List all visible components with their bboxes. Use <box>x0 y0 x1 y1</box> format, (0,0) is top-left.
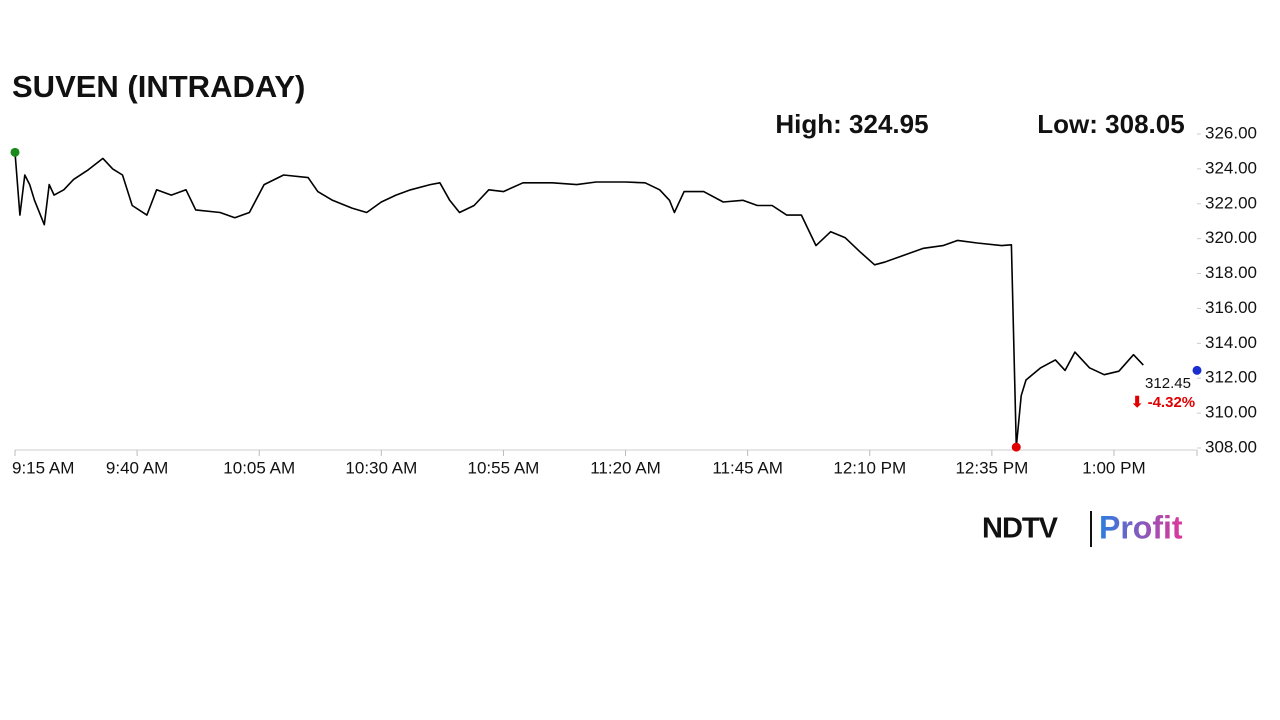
brand-left: NDTV <box>982 513 1059 545</box>
x-tick-label: 10:05 AM <box>223 458 295 477</box>
y-tick-label: 320.00 <box>1205 228 1257 247</box>
x-tick-label: 12:10 PM <box>833 458 906 477</box>
x-tick-label: 12:35 PM <box>955 458 1028 477</box>
y-tick-label: 314.00 <box>1205 333 1257 352</box>
y-tick-label: 326.00 <box>1205 123 1257 142</box>
x-tick-label: 1:00 PM <box>1082 458 1145 477</box>
x-tick-label: 11:20 AM <box>590 458 661 477</box>
y-tick-label: 318.00 <box>1205 263 1257 282</box>
price-line <box>15 152 1197 447</box>
marker-first <box>10 147 20 157</box>
y-tick-label: 322.00 <box>1205 193 1257 212</box>
change-label: ⬇ -4.32% <box>1131 394 1195 411</box>
x-tick-label: 10:30 AM <box>345 458 417 477</box>
low-label: Low: 308.05 <box>1037 109 1184 139</box>
y-tick-label: 316.00 <box>1205 298 1257 317</box>
x-tick-label: 10:55 AM <box>468 458 540 477</box>
brand-right: Profit <box>1099 509 1183 545</box>
y-tick-label: 324.00 <box>1205 158 1257 177</box>
x-tick-label: 11:45 AM <box>712 458 783 477</box>
x-tick-label: 9:15 AM <box>12 458 74 477</box>
marker-low <box>1011 442 1021 452</box>
chart-title: SUVEN (INTRADAY) <box>12 69 305 104</box>
last-label: 312.45 <box>1145 375 1191 392</box>
y-tick-label: 310.00 <box>1205 403 1257 422</box>
y-tick-label: 308.00 <box>1205 437 1257 456</box>
marker-last <box>1192 365 1202 375</box>
x-tick-label: 9:40 AM <box>106 458 168 477</box>
high-label: High: 324.95 <box>775 109 928 139</box>
y-tick-label: 312.00 <box>1205 368 1257 387</box>
